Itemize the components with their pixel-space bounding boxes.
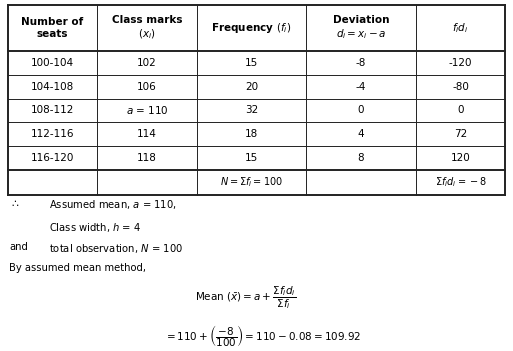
- Text: -4: -4: [356, 81, 366, 92]
- Text: total observation, $N$ = 100: total observation, $N$ = 100: [49, 242, 183, 255]
- Text: $\Sigma f_i d_i = -8$: $\Sigma f_i d_i = -8$: [435, 176, 486, 190]
- Text: 102: 102: [137, 58, 157, 68]
- Text: 32: 32: [245, 105, 258, 115]
- Text: Assumed mean, $a$ = 110,: Assumed mean, $a$ = 110,: [49, 198, 176, 211]
- Text: Class marks
$(x_i)$: Class marks $(x_i)$: [112, 15, 182, 41]
- Text: $= 110 + \left(\dfrac{-8}{100}\right) = 110 - 0.08 = 109.92$: $= 110 + \left(\dfrac{-8}{100}\right) = …: [164, 323, 361, 349]
- Text: 20: 20: [245, 81, 258, 92]
- Text: 108-112: 108-112: [31, 105, 74, 115]
- Text: 104-108: 104-108: [31, 81, 74, 92]
- Text: Number of
seats: Number of seats: [22, 17, 84, 39]
- Text: -120: -120: [449, 58, 472, 68]
- Text: -80: -80: [452, 81, 469, 92]
- Text: 116-120: 116-120: [31, 153, 74, 163]
- Text: 15: 15: [245, 153, 258, 163]
- Text: 114: 114: [137, 129, 157, 139]
- Text: 118: 118: [137, 153, 157, 163]
- Text: 8: 8: [358, 153, 364, 163]
- Text: 106: 106: [137, 81, 157, 92]
- Text: $N = \Sigma f_i = 100$: $N = \Sigma f_i = 100$: [220, 176, 283, 190]
- Text: $\therefore$: $\therefore$: [9, 198, 19, 208]
- Text: and: and: [9, 242, 28, 252]
- Text: Frequency $(f_i)$: Frequency $(f_i)$: [211, 21, 291, 35]
- Text: -8: -8: [356, 58, 366, 68]
- Text: 0: 0: [457, 105, 464, 115]
- Text: Deviation
$d_i = x_i - a$: Deviation $d_i = x_i - a$: [333, 15, 389, 41]
- Text: 100-104: 100-104: [31, 58, 74, 68]
- Text: $a$ = 110: $a$ = 110: [126, 105, 168, 117]
- Text: By assumed mean method,: By assumed mean method,: [9, 263, 146, 273]
- Text: 15: 15: [245, 58, 258, 68]
- Text: Mean $(\bar{x}) = a + \dfrac{\Sigma f_i d_i}{\Sigma f_i}$: Mean $(\bar{x}) = a + \dfrac{\Sigma f_i …: [195, 284, 296, 311]
- Text: 72: 72: [454, 129, 467, 139]
- Text: 112-116: 112-116: [31, 129, 74, 139]
- Text: 4: 4: [358, 129, 364, 139]
- Text: Class width, $h$ = 4: Class width, $h$ = 4: [49, 221, 141, 234]
- Text: 0: 0: [358, 105, 364, 115]
- Text: 18: 18: [245, 129, 258, 139]
- Text: 120: 120: [450, 153, 470, 163]
- Text: $f_i d_i$: $f_i d_i$: [452, 21, 469, 35]
